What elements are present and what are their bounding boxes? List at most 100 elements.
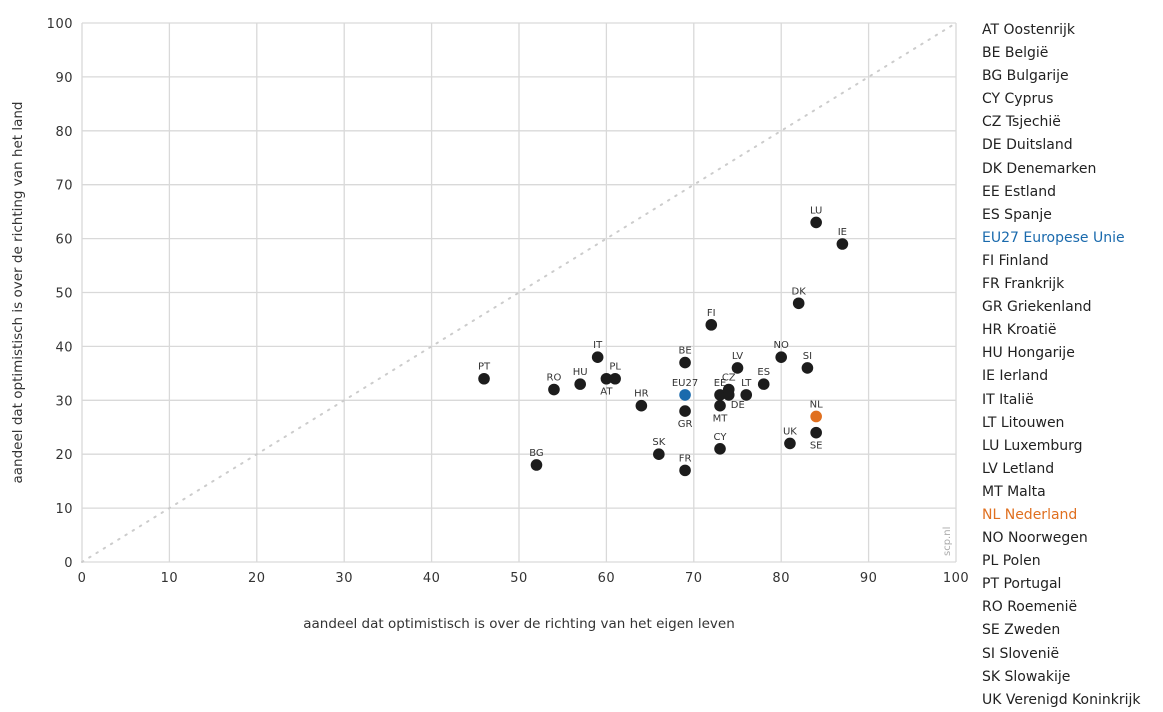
x-tick-label: 20 bbox=[248, 571, 266, 586]
x-tick-label: 90 bbox=[860, 571, 878, 586]
data-point-ee bbox=[714, 389, 726, 401]
point-label-it: IT bbox=[593, 340, 603, 351]
data-points: PT BG RO HU IT AT PL HR SK BE EU27 GR FR FI EE MT CY CZ DE… bbox=[478, 205, 849, 477]
point-label-mt: MT bbox=[713, 414, 729, 425]
y-tick-label: 90 bbox=[55, 71, 73, 86]
point-label-at: AT bbox=[600, 387, 613, 398]
x-tick-label: 50 bbox=[510, 571, 528, 586]
data-point-gr bbox=[679, 405, 691, 417]
data-point-no bbox=[775, 351, 787, 363]
data-point-uk bbox=[784, 437, 796, 450]
point-label-pl: PL bbox=[609, 362, 621, 373]
point-label-hr: HR bbox=[634, 389, 649, 400]
point-label-uk: UK bbox=[783, 426, 797, 437]
x-tick-label: 0 bbox=[78, 571, 87, 586]
x-axis-label: aandeel dat optimistisch is over de rich… bbox=[303, 616, 735, 632]
data-point-at bbox=[600, 372, 613, 385]
point-label-fr: FR bbox=[679, 453, 692, 464]
y-tick-label: 20 bbox=[55, 448, 73, 463]
data-point-ie bbox=[836, 238, 849, 250]
legend-item: LU Luxemburg bbox=[982, 437, 1083, 454]
scatter-chart: 0 10 20 30 40 50 60 70 80 90 100 0 10 20 30 40 50 60 70 80 9… bbox=[10, 17, 969, 632]
x-tick-label: 60 bbox=[598, 571, 616, 586]
legend-item: CY Cyprus bbox=[982, 91, 1054, 108]
legend-item: IT Italië bbox=[982, 391, 1034, 408]
point-label-no: NO bbox=[774, 340, 789, 351]
point-label-fi: FI bbox=[707, 308, 716, 319]
point-label-cy: CY bbox=[714, 432, 728, 443]
y-tick-label: 10 bbox=[55, 502, 73, 517]
point-label-ee: EE bbox=[714, 378, 727, 389]
point-label-ie: IE bbox=[838, 227, 847, 238]
y-tick-label: 50 bbox=[55, 287, 73, 302]
point-label-lu: LU bbox=[810, 205, 822, 216]
point-label-gr: GR bbox=[678, 419, 693, 430]
point-label-pt: PT bbox=[478, 362, 491, 373]
data-point-lu bbox=[810, 216, 822, 229]
legend-item: MT Malta bbox=[982, 483, 1046, 500]
legend-item: BE België bbox=[982, 45, 1049, 62]
data-point-eu27 bbox=[679, 389, 691, 401]
data-point-es bbox=[757, 378, 770, 390]
legend-item: RO Roemenië bbox=[982, 599, 1078, 616]
point-label-si: SI bbox=[803, 351, 812, 362]
y-tick-label: 40 bbox=[55, 340, 73, 355]
point-label-es: ES bbox=[757, 367, 770, 378]
data-point-sk bbox=[653, 448, 665, 461]
legend-item: EU27 Europese Unie bbox=[982, 229, 1125, 246]
point-label-lt: LT bbox=[741, 378, 752, 389]
legend-item: GR Griekenland bbox=[982, 299, 1092, 316]
data-point-nl bbox=[810, 410, 822, 423]
y-tick-label: 0 bbox=[64, 556, 73, 571]
y-tick-label: 100 bbox=[47, 17, 73, 32]
y-tick-label: 80 bbox=[55, 125, 73, 140]
data-point-be bbox=[679, 356, 691, 369]
y-tick-label: 60 bbox=[55, 233, 73, 248]
data-point-lv bbox=[731, 362, 744, 374]
data-point-fr bbox=[679, 464, 691, 477]
data-point-hr bbox=[635, 399, 648, 412]
data-point-si bbox=[801, 362, 814, 374]
legend-item: NL Nederland bbox=[982, 506, 1078, 523]
point-label-sk: SK bbox=[652, 437, 665, 448]
axis-ticks: 0 10 20 30 40 50 60 70 80 90 100 0 10 20 30 40 50 60 70 80 9… bbox=[47, 17, 969, 586]
legend-item: FI Finland bbox=[982, 252, 1049, 269]
x-tick-label: 100 bbox=[943, 571, 969, 586]
point-label-lv: LV bbox=[732, 351, 743, 362]
data-point-hu bbox=[574, 378, 586, 390]
data-point-pt bbox=[478, 372, 490, 385]
point-label-be: BE bbox=[678, 346, 691, 357]
point-label-de: DE bbox=[731, 400, 745, 411]
point-label-ro: RO bbox=[547, 373, 562, 384]
legend-item: PL Polen bbox=[982, 553, 1041, 570]
x-tick-label: 30 bbox=[335, 571, 353, 586]
x-tick-label: 80 bbox=[772, 571, 790, 586]
legend-item: FR Frankrijk bbox=[982, 276, 1065, 293]
data-point-de bbox=[722, 389, 735, 401]
legend-item: NO Noorwegen bbox=[982, 530, 1088, 547]
legend-item: CZ Tsjechië bbox=[982, 114, 1061, 131]
data-point-ro bbox=[548, 383, 560, 396]
point-label-cz: CZ bbox=[722, 373, 736, 384]
point-label-eu27: EU27 bbox=[672, 378, 698, 389]
legend-item: SE Zweden bbox=[982, 622, 1061, 639]
data-point-pl bbox=[609, 372, 621, 385]
legend-item: UK Verenigd Koninkrijk bbox=[982, 691, 1141, 708]
point-label-nl: NL bbox=[810, 399, 823, 410]
data-point-it bbox=[591, 351, 604, 363]
data-point-mt bbox=[714, 399, 726, 412]
data-point-fi bbox=[705, 319, 718, 331]
data-point-dk bbox=[792, 297, 805, 310]
grid bbox=[81, 22, 957, 563]
legend-item: SK Slowakije bbox=[982, 668, 1071, 685]
watermark: scp.nl bbox=[942, 527, 953, 556]
legend-item: HR Kroatië bbox=[982, 322, 1057, 339]
legend-item: PT Portugal bbox=[982, 576, 1062, 593]
y-axis-label: aandeel dat optimistisch is over de rich… bbox=[10, 102, 26, 484]
legend-item: LV Letland bbox=[982, 460, 1055, 477]
legend-item: IE Ierland bbox=[982, 368, 1049, 385]
diagonal-reference-line bbox=[81, 22, 957, 563]
data-point-cy bbox=[714, 443, 726, 455]
legend-item: DE Duitsland bbox=[982, 137, 1073, 154]
point-label-dk: DK bbox=[792, 286, 807, 297]
